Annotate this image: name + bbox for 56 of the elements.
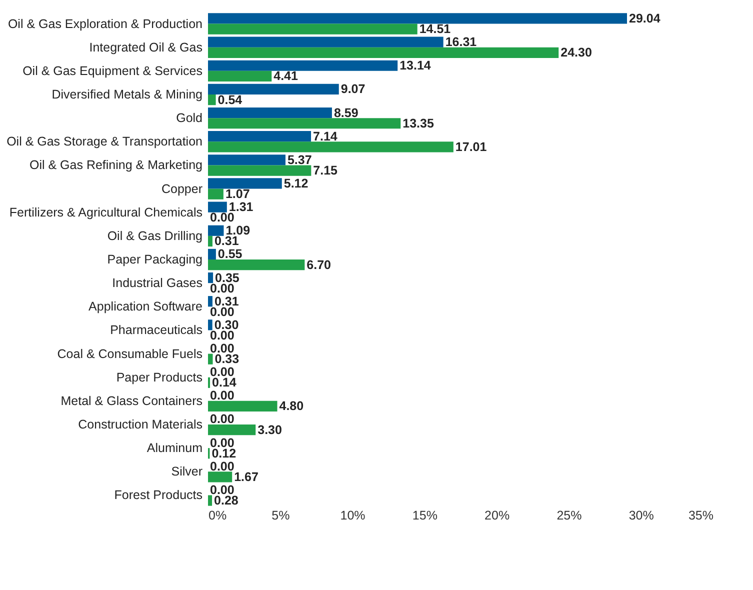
- data-label: 17.01: [455, 140, 487, 154]
- x-tick-label: 25%: [556, 508, 582, 522]
- data-label: 0.54: [218, 92, 242, 107]
- data-label: 9.07: [340, 82, 366, 96]
- data-label: 0.31: [214, 234, 239, 248]
- data-label: 16.31: [445, 35, 477, 50]
- x-tick-label: 0%: [208, 508, 227, 522]
- x-tick-label: 35%: [688, 508, 714, 522]
- data-label: 0.00: [210, 388, 234, 403]
- data-label: 7.15: [313, 164, 338, 178]
- y-tick-label: Application Software: [88, 300, 203, 314]
- y-tick-label: Industrial Gases: [112, 276, 202, 290]
- y-tick-label: Pharmaceuticals: [110, 323, 202, 338]
- data-label: 4.80: [279, 399, 304, 414]
- data-label: 1.07: [225, 187, 250, 202]
- data-label: 29.04: [629, 11, 660, 26]
- y-tick-label: Coal & Consumable Fuels: [57, 346, 202, 361]
- y-tick-label: Forest Products: [114, 488, 202, 502]
- data-label: 4.41: [274, 69, 298, 84]
- y-tick-label: Oil & Gas Drilling: [107, 228, 203, 243]
- y-tick-label: Copper: [162, 182, 202, 196]
- x-tick-label: 5%: [272, 508, 290, 522]
- data-label: 0.00: [210, 459, 234, 474]
- x-tick-label: 20%: [484, 508, 510, 522]
- y-tick-label: Construction Materials: [78, 418, 202, 432]
- y-tick-label: Oil & Gas Exploration & Production: [8, 16, 203, 31]
- data-label: 0.55: [218, 247, 242, 262]
- data-label: 3.30: [258, 422, 282, 437]
- y-tick-label: Paper Packaging: [107, 252, 203, 266]
- data-label: 24.30: [560, 46, 592, 60]
- data-label: 0.00: [210, 412, 234, 426]
- data-label: 14.51: [419, 22, 451, 36]
- x-tick-label: 15%: [412, 508, 438, 522]
- data-label: 8.59: [334, 106, 358, 120]
- x-tick-label: 10%: [340, 508, 366, 522]
- data-label: 5.37: [287, 152, 312, 167]
- y-tick-label: Oil & Gas Storage & Transportation: [6, 134, 203, 149]
- data-label: 1.67: [234, 470, 258, 484]
- y-tick-label: Paper Products: [116, 370, 202, 384]
- y-tick-label: Oil & Gas Refining & Marketing: [30, 158, 203, 172]
- y-tick-label: Silver: [171, 464, 202, 479]
- y-tick-label: Gold: [176, 111, 203, 126]
- y-tick-label: Diversified Metals & Mining: [52, 88, 203, 102]
- data-label: 6.70: [306, 258, 332, 272]
- y-tick-label: Metal & Glass Containers: [60, 394, 202, 408]
- data-label: 13.35: [402, 116, 434, 130]
- data-label: 5.12: [284, 176, 308, 190]
- y-tick-label: Aluminum: [146, 441, 202, 456]
- y-tick-label: Oil & Gas Equipment & Services: [22, 64, 202, 78]
- y-tick-label: Fertilizers & Agricultural Chemicals: [9, 205, 202, 220]
- data-label: 13.14: [400, 58, 431, 73]
- y-tick-label: Integrated Oil & Gas: [89, 40, 202, 54]
- x-tick-label: 30%: [628, 508, 654, 522]
- data-label: 7.14: [313, 129, 338, 144]
- data-label: 0.14: [212, 376, 236, 390]
- data-label: 0.00: [210, 210, 234, 225]
